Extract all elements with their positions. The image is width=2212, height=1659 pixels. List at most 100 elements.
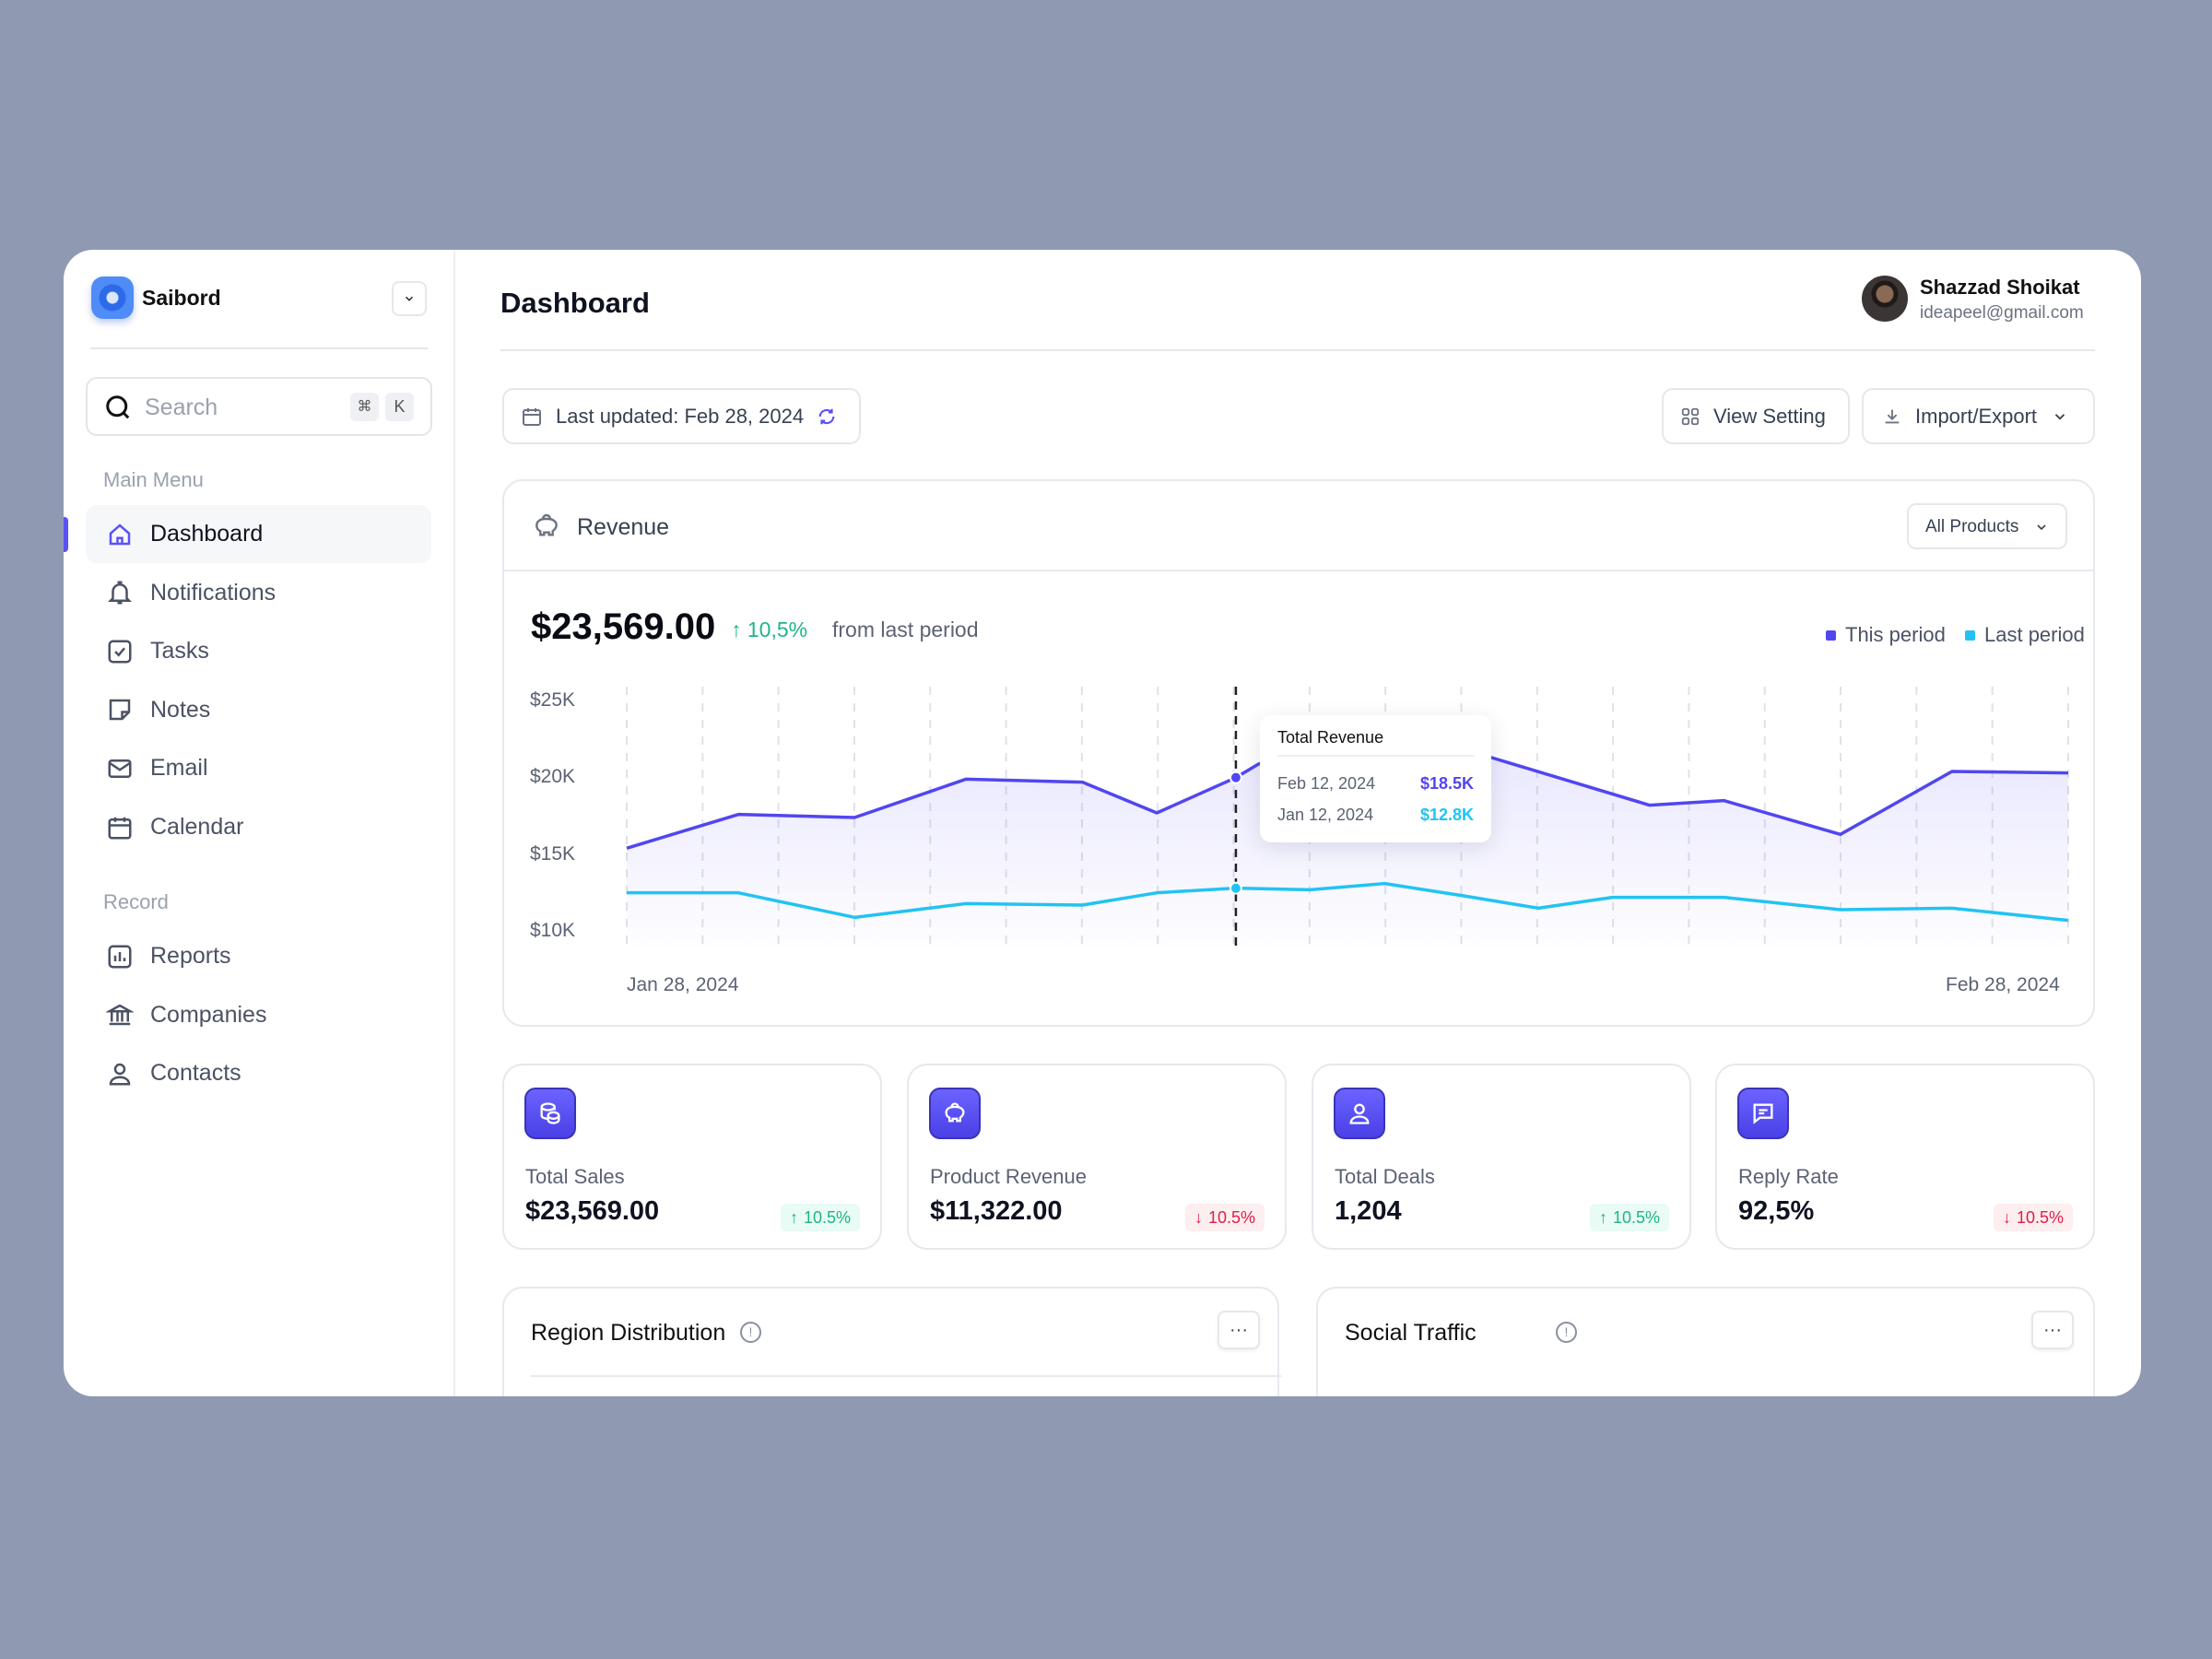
brand-name: Saibord bbox=[142, 286, 221, 310]
sidebar-item-notifications[interactable]: Notifications bbox=[86, 564, 431, 622]
download-icon bbox=[1882, 406, 1902, 427]
chevron-down-icon bbox=[2034, 520, 2049, 535]
piggy-bank-icon bbox=[929, 1088, 981, 1139]
stat-card-total-sales: Total Sales $23,569.00 ↑ 10.5% bbox=[502, 1064, 882, 1250]
import-export-label: Import/Export bbox=[1915, 404, 2038, 428]
sidebar-item-companies[interactable]: Companies bbox=[86, 986, 431, 1044]
stat-label: Reply Rate bbox=[1738, 1165, 1839, 1188]
change-value: 10.5% bbox=[1207, 1207, 1255, 1227]
calendar-icon bbox=[106, 814, 134, 841]
arrow-down-icon: ↓ bbox=[1194, 1207, 1203, 1227]
sidebar-item-tasks[interactable]: Tasks bbox=[86, 622, 431, 680]
workspace-dropdown-button[interactable] bbox=[392, 281, 427, 316]
change-value: 10.5% bbox=[803, 1207, 851, 1227]
coins-icon bbox=[524, 1088, 576, 1139]
sidebar-item-label: Notes bbox=[150, 696, 211, 723]
hover-point bbox=[1229, 771, 1242, 784]
series-line-this-period bbox=[626, 756, 2069, 851]
change-value: 10.5% bbox=[2016, 1207, 2064, 1227]
sidebar-item-dashboard[interactable]: Dashboard bbox=[86, 505, 431, 563]
card-divider bbox=[504, 570, 2093, 571]
product-filter-value: All Products bbox=[1925, 517, 2019, 536]
arrow-up-icon: ↑ bbox=[1598, 1207, 1607, 1227]
avatar[interactable] bbox=[1862, 276, 1908, 322]
chart-tooltip: Total Revenue Feb 12, 2024 $18.5K Jan 12… bbox=[1260, 715, 1491, 842]
sidebar-item-label: Companies bbox=[150, 1001, 267, 1028]
info-icon[interactable]: ! bbox=[740, 1322, 761, 1343]
tooltip-value: $12.8K bbox=[1419, 806, 1474, 824]
grid-icon bbox=[1680, 406, 1700, 427]
sidebar-item-label: Dashboard bbox=[150, 521, 264, 547]
arrow-down-icon: ↓ bbox=[2002, 1207, 2011, 1227]
stat-value: 1,204 bbox=[1335, 1196, 1402, 1226]
more-options-button[interactable]: ··· bbox=[1218, 1311, 1260, 1349]
change-badge: ↑ 10.5% bbox=[1589, 1204, 1669, 1231]
search-input[interactable]: Search ⌘ K bbox=[86, 377, 432, 436]
stat-value: $23,569.00 bbox=[525, 1196, 660, 1226]
sidebar-item-calendar[interactable]: Calendar bbox=[86, 798, 431, 856]
more-options-button[interactable]: ··· bbox=[2031, 1311, 2074, 1349]
tooltip-date: Jan 12, 2024 bbox=[1277, 806, 1374, 824]
stat-card-total-deals: Total Deals 1,204 ↑ 10.5% bbox=[1312, 1064, 1691, 1250]
record-label: Record bbox=[103, 890, 169, 913]
y-tick-label: $15K bbox=[530, 842, 576, 865]
calendar-icon bbox=[521, 406, 543, 428]
sidebar-item-label: Contacts bbox=[150, 1060, 241, 1087]
tooltip-title: Total Revenue bbox=[1277, 728, 1384, 747]
sidebar-item-reports[interactable]: Reports bbox=[86, 927, 431, 985]
refresh-icon[interactable] bbox=[817, 406, 837, 427]
revenue-chart[interactable] bbox=[608, 673, 2083, 959]
mail-icon bbox=[106, 755, 134, 782]
view-setting-button[interactable]: View Setting bbox=[1662, 388, 1850, 444]
note-icon bbox=[106, 696, 134, 724]
stat-card-reply-rate: Reply Rate 92,5% ↓ 10.5% bbox=[1715, 1064, 2095, 1250]
revenue-change-suffix: from last period bbox=[832, 618, 979, 641]
info-icon[interactable]: ! bbox=[1556, 1322, 1577, 1343]
product-filter-dropdown[interactable]: All Products bbox=[1907, 503, 2067, 549]
last-updated-button[interactable]: Last updated: Feb 28, 2024 bbox=[502, 388, 861, 444]
sidebar: Saibord Search ⌘ K Main Menu Dashboard No… bbox=[64, 250, 455, 1396]
active-indicator bbox=[64, 517, 68, 552]
change-value: 10.5% bbox=[1612, 1207, 1660, 1227]
message-icon bbox=[1737, 1088, 1789, 1139]
import-export-button[interactable]: Import/Export bbox=[1862, 388, 2095, 444]
sidebar-item-notes[interactable]: Notes bbox=[86, 681, 431, 739]
series-line-last-period bbox=[627, 881, 2069, 923]
legend-this-period: This period bbox=[1826, 623, 1946, 647]
report-icon bbox=[106, 943, 134, 971]
legend-swatch bbox=[1965, 629, 1975, 641]
checkbox-icon bbox=[106, 638, 134, 665]
page-title: Dashboard bbox=[500, 287, 650, 319]
legend-label: This period bbox=[1845, 623, 1946, 646]
view-setting-label: View Setting bbox=[1713, 404, 1826, 428]
tooltip-value: $18.5K bbox=[1419, 774, 1474, 793]
shortcut-key-cmd: ⌘ bbox=[350, 393, 379, 421]
stat-value: $11,322.00 bbox=[930, 1196, 1063, 1226]
arrow-up-icon: ↑ bbox=[789, 1207, 798, 1227]
sidebar-item-label: Calendar bbox=[150, 814, 244, 840]
social-title: Social Traffic bbox=[1345, 1320, 1477, 1346]
y-tick-label: $10K bbox=[530, 920, 576, 941]
sidebar-item-email[interactable]: Email bbox=[86, 739, 431, 797]
stat-card-product-revenue: Product Revenue $11,322.00 ↓ 10.5% bbox=[907, 1064, 1287, 1250]
sidebar-item-contacts[interactable]: Contacts bbox=[86, 1044, 431, 1102]
stat-label: Total Sales bbox=[525, 1165, 625, 1188]
legend-last-period: Last period bbox=[1965, 623, 2085, 647]
social-traffic-card: Social Traffic ! ··· bbox=[1316, 1287, 2095, 1396]
hover-point bbox=[1229, 881, 1242, 895]
change-badge: ↑ 10.5% bbox=[780, 1204, 860, 1231]
app-window: Saibord Search ⌘ K Main Menu Dashboard No… bbox=[64, 250, 2141, 1396]
revenue-change-value: 10,5% bbox=[747, 618, 808, 641]
search-placeholder: Search bbox=[145, 394, 218, 420]
home-icon bbox=[106, 521, 134, 548]
revenue-title: Revenue bbox=[577, 514, 670, 540]
brand-logo-icon bbox=[91, 276, 134, 319]
sidebar-item-label: Tasks bbox=[150, 638, 209, 665]
main-menu-label: Main Menu bbox=[103, 468, 204, 491]
y-tick-label: $25K bbox=[530, 689, 576, 711]
revenue-total: $23,569.00 bbox=[531, 606, 716, 647]
chevron-down-icon bbox=[405, 296, 414, 301]
legend-swatch bbox=[1826, 629, 1836, 641]
y-tick-label: $20K bbox=[530, 766, 576, 788]
region-title: Region Distribution bbox=[531, 1320, 726, 1346]
